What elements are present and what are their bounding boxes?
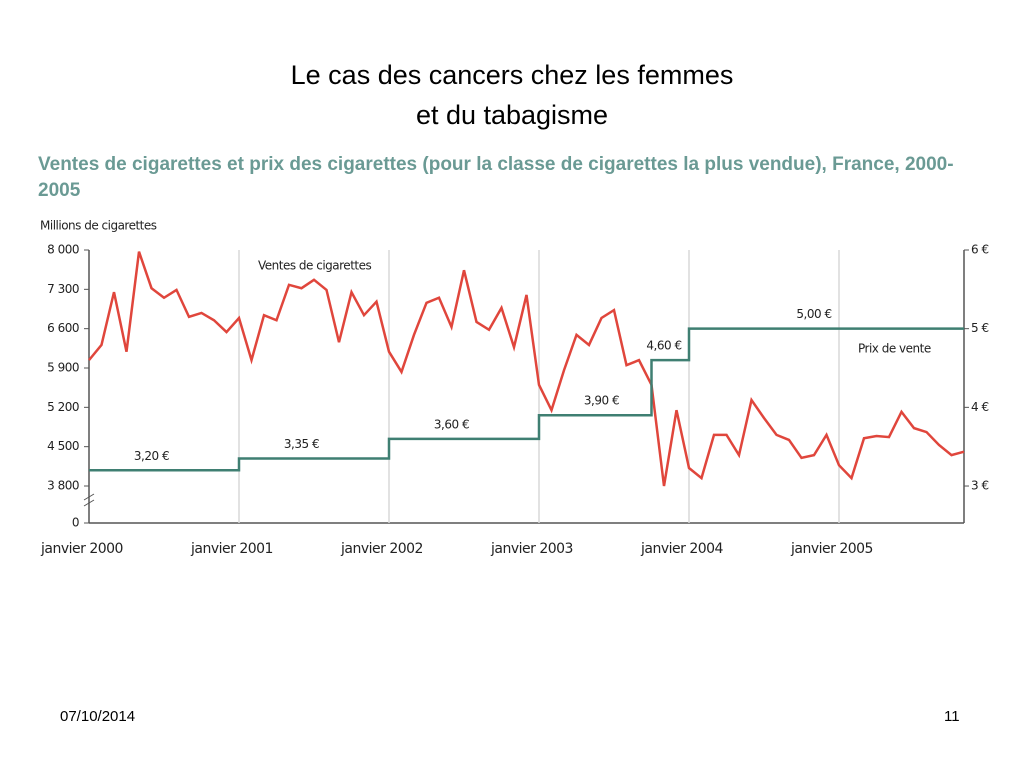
y-tick-label: 6 600 (47, 321, 79, 335)
x-tick-label: janvier 2003 (490, 541, 573, 557)
y-tick-label: 5 200 (47, 400, 79, 414)
value-label: 3,60 € (434, 417, 469, 431)
y-tick-label: 5 900 (47, 361, 79, 375)
series-line (88, 251, 965, 487)
x-tick-label: janvier 2004 (640, 541, 724, 557)
y2-tick-label: 4 € (971, 400, 989, 414)
x-tick-label: janvier 2002 (340, 541, 423, 557)
value-label: 4,60 € (646, 339, 681, 353)
series-label: Prix de vente (858, 342, 931, 356)
date: 07/10/2014 (60, 708, 136, 725)
slide-title: Le cas des cancers chez les femmes (290, 60, 734, 90)
y-tick-label: 8 000 (47, 243, 79, 257)
y2-tick-label: 6 € (971, 243, 989, 257)
page-number: 11 (944, 708, 960, 725)
series-label: Ventes de cigarettes (258, 259, 371, 273)
y-axis-title: Millions de cigarettes (40, 219, 157, 233)
slide-title: et du tabagisme (415, 100, 609, 130)
y-tick-label: 0 (72, 516, 79, 530)
y-tick-label: 3 800 (47, 479, 79, 493)
value-label: 3,90 € (584, 394, 619, 408)
series-line (89, 327, 964, 472)
x-tick-label: janvier 2001 (190, 541, 273, 557)
y2-tick-label: 3 € (971, 479, 989, 493)
value-label: 3,35 € (284, 437, 319, 451)
value-label: 3,20 € (134, 449, 169, 463)
y2-tick-label: 5 € (971, 321, 989, 335)
y-tick-label: 4 500 (47, 439, 79, 453)
chart-title: Ventes de cigarettes et prix des cigaret… (38, 154, 954, 201)
axis-break (83, 493, 95, 507)
value-label: 5,00 € (796, 307, 831, 321)
y-tick-label: 7 300 (47, 282, 79, 296)
x-tick-label: janvier 2000 (40, 541, 123, 557)
x-tick-label: janvier 2005 (790, 541, 873, 557)
